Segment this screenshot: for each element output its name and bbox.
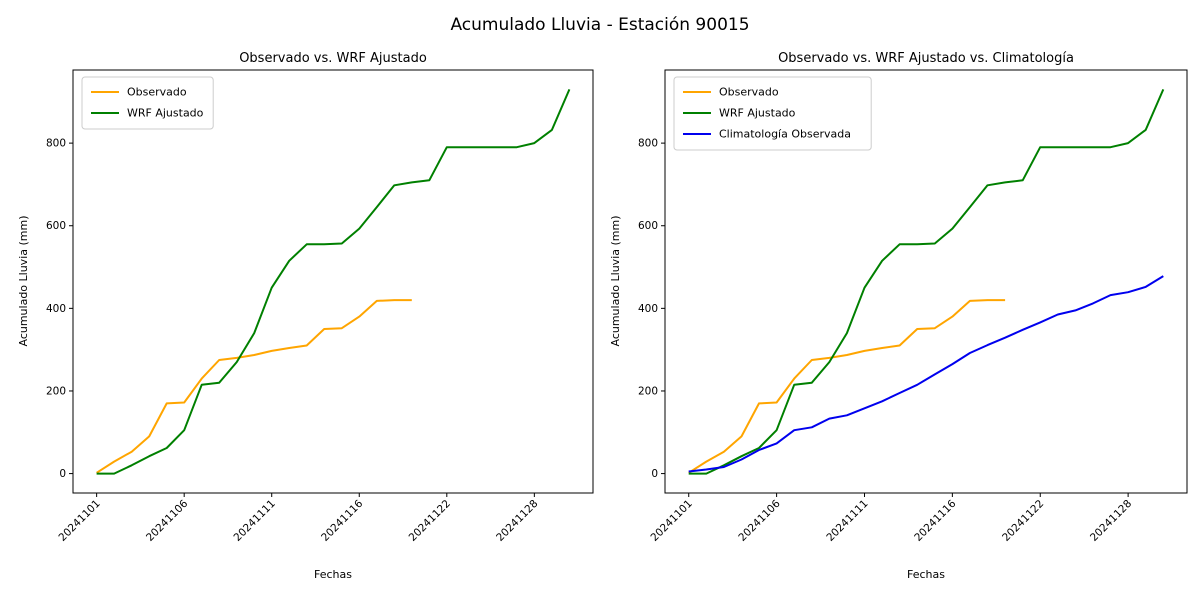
figure-title: Acumulado Lluvia - Estación 90015	[450, 15, 749, 35]
y-tick-label: 600	[638, 220, 658, 232]
subplot-left-title: Observado vs. WRF Ajustado	[239, 51, 427, 66]
subplot-right-plot-area: 20241101 20241106 20241111 20241116 20241122…	[638, 69, 1188, 544]
legend: Observado WRF Ajustado	[81, 76, 214, 130]
legend: Observado WRF Ajustado Climatología Observ…	[673, 76, 872, 151]
y-tick-label: 200	[638, 385, 658, 397]
y-axis-ticks: 0 200 400 600 800	[46, 138, 73, 480]
subplot-left-plot-area: 20241101 20241106 20241111 20241116 20241122…	[46, 69, 594, 544]
subplot-left-ylabel: Acumulado Lluvia (mm)	[17, 215, 30, 346]
legend-label: Climatología Observada	[719, 128, 851, 141]
x-axis-ticks: 20241101 20241106 20241111 20241116 20241122…	[56, 493, 540, 544]
x-tick-label: 20241106	[736, 497, 783, 544]
subplot-right-title: Observado vs. WRF Ajustado vs. Climatolo…	[778, 51, 1074, 66]
y-tick-label: 800	[46, 138, 66, 150]
series-line-observado	[688, 299, 1006, 474]
series-line-climatolog-a-observada	[688, 275, 1164, 473]
y-tick-label: 600	[46, 220, 66, 232]
y-tick-label: 0	[59, 468, 66, 480]
y-tick-label: 400	[46, 303, 66, 315]
subplot-right-ylabel: Acumulado Lluvia (mm)	[609, 215, 622, 346]
subplot-right: Observado vs. WRF Ajustado vs. Climatolo…	[609, 51, 1188, 581]
x-tick-label: 20241101	[56, 498, 102, 544]
y-tick-label: 0	[651, 468, 658, 480]
y-axis-ticks: 0 200 400 600 800	[638, 138, 665, 480]
x-tick-label: 20241106	[144, 497, 191, 544]
x-tick-label: 20241128	[1088, 498, 1134, 544]
legend-label: Observado	[127, 86, 187, 99]
legend-label: WRF Ajustado	[719, 107, 796, 120]
axes-box	[72, 69, 594, 494]
series-line-wrf-ajustado	[688, 89, 1165, 475]
legend-label: WRF Ajustado	[127, 107, 204, 120]
x-tick-label: 20241116	[319, 497, 366, 544]
legend-label: Observado	[719, 86, 779, 99]
y-tick-label: 800	[638, 138, 658, 150]
x-tick-label: 20241101	[649, 498, 695, 544]
series-line-wrf-ajustado	[96, 89, 571, 475]
x-tick-label: 20241128	[494, 498, 540, 544]
x-tick-label: 20241116	[912, 497, 959, 544]
subplot-left-xlabel: Fechas	[314, 568, 352, 581]
series-line-observado	[96, 299, 412, 474]
x-tick-label: 20241122	[1000, 498, 1046, 544]
axes-box	[664, 69, 1188, 494]
y-tick-label: 400	[638, 303, 658, 315]
y-tick-label: 200	[46, 385, 66, 397]
subplot-right-xlabel: Fechas	[907, 568, 945, 581]
legend-box	[673, 76, 872, 151]
subplot-left: Observado vs. WRF Ajustado Fechas Acumul…	[17, 51, 594, 581]
x-tick-label: 20241111	[232, 498, 278, 544]
legend-box	[81, 76, 214, 130]
x-tick-label: 20241122	[407, 498, 453, 544]
x-tick-label: 20241111	[824, 498, 870, 544]
x-axis-ticks: 20241101 20241106 20241111 20241116 20241122…	[649, 493, 1134, 544]
